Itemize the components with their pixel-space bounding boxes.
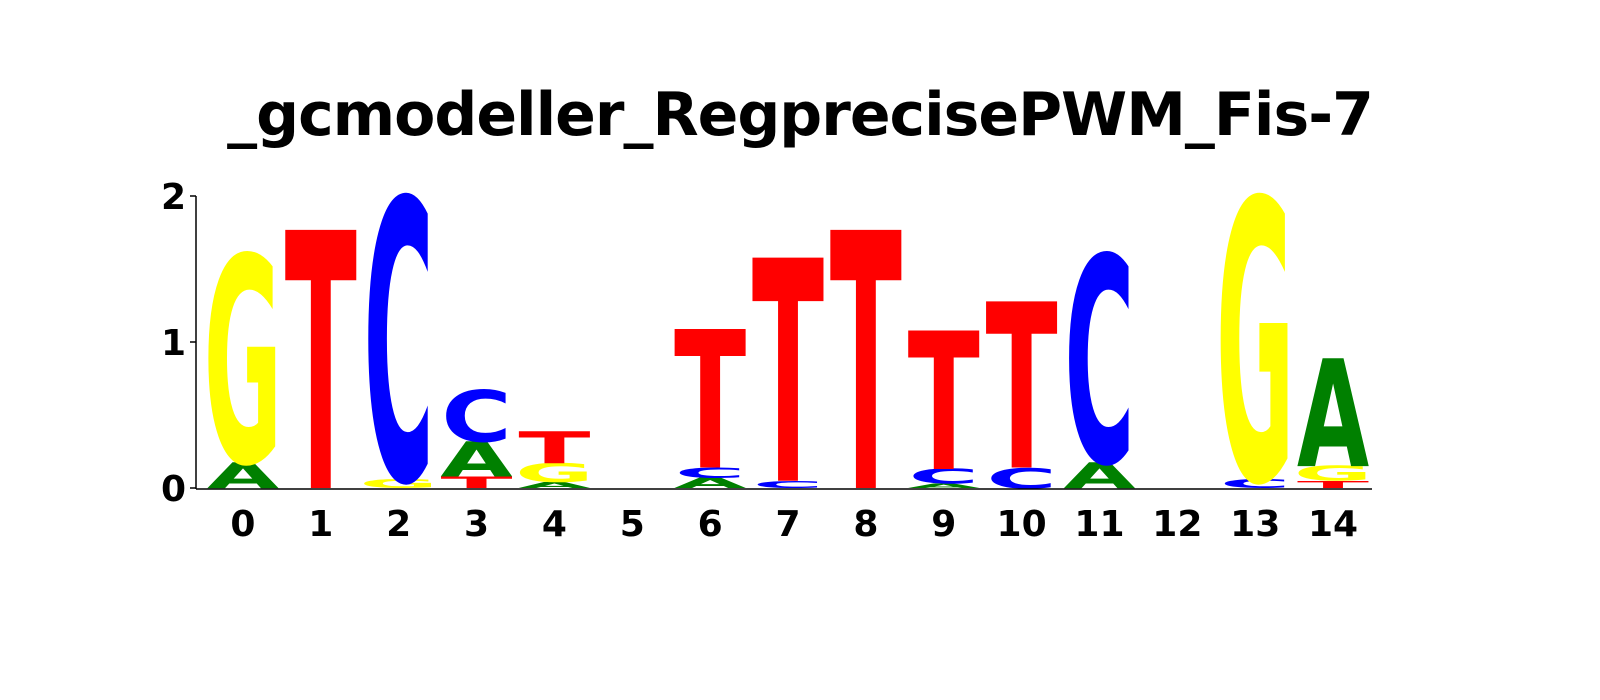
x-tick-label: 8 [853, 504, 878, 545]
logo-letter-a-pos-9: A [908, 482, 980, 489]
x-tick-label: 6 [698, 504, 723, 545]
logo-letter-g-pos-2: G [359, 477, 438, 491]
logo-letter-c-pos-3: C [441, 376, 511, 458]
logo-letter-c-pos-11: C [1064, 198, 1134, 529]
logo-letter-c-pos-9: C [909, 465, 979, 488]
logo-letter-g-pos-4: G [515, 458, 594, 488]
logo-letter-g-pos-13: G [1216, 122, 1295, 571]
logo-letter-c-pos-7: C [753, 479, 823, 491]
logo-letter-t-pos-1: T [285, 160, 358, 572]
x-tick-label: 3 [464, 504, 489, 545]
y-tick-label: 2 [161, 177, 186, 218]
logo-letter-a-pos-6: A [674, 475, 747, 491]
x-tick-label: 1 [308, 504, 333, 545]
logo-letter-t-pos-8: T [830, 160, 903, 572]
x-tick-label: 5 [620, 504, 645, 545]
chart-title: _gcmodeller_RegprecisePWM_Fis-7 [227, 80, 1374, 150]
logo-letter-a-pos-14: A [1297, 330, 1369, 502]
y-tick-label: 0 [161, 469, 186, 510]
x-tick-label: 10 [997, 504, 1047, 545]
logo-letter-g-pos-14: G [1294, 462, 1373, 485]
y-tick-label: 1 [161, 323, 186, 364]
x-tick-label: 2 [386, 504, 411, 545]
x-tick-label: 7 [775, 504, 800, 545]
x-tick-label: 12 [1152, 504, 1202, 545]
x-tick-label: 11 [1074, 504, 1124, 545]
logo-letter-t-pos-9: T [908, 294, 980, 515]
logo-letter-c-pos-6: C [675, 465, 745, 481]
x-tick-label: 9 [931, 504, 956, 545]
logo-letter-t-pos-6: T [674, 292, 746, 513]
logo-letter-t-pos-14: T [1297, 479, 1369, 491]
x-tick-label: 0 [230, 504, 255, 545]
logo-letter-c-pos-2: C [364, 122, 434, 571]
logo-letter-a-pos-4: A [518, 481, 590, 490]
logo-letter-t-pos-4: T [518, 423, 590, 474]
logo-letter-a-pos-3: A [440, 432, 513, 488]
x-tick-label: 4 [542, 504, 567, 545]
logo-letter-t-pos-10: T [986, 256, 1058, 522]
logo-letter-g-pos-0: G [204, 198, 283, 529]
logo-letter-c-pos-13: C [1220, 477, 1290, 491]
x-tick-label: 14 [1308, 504, 1358, 545]
logo-letter-t-pos-3: T [440, 473, 513, 492]
logo-letter-t-pos-7: T [752, 197, 824, 553]
x-tick-label: 13 [1230, 504, 1280, 545]
